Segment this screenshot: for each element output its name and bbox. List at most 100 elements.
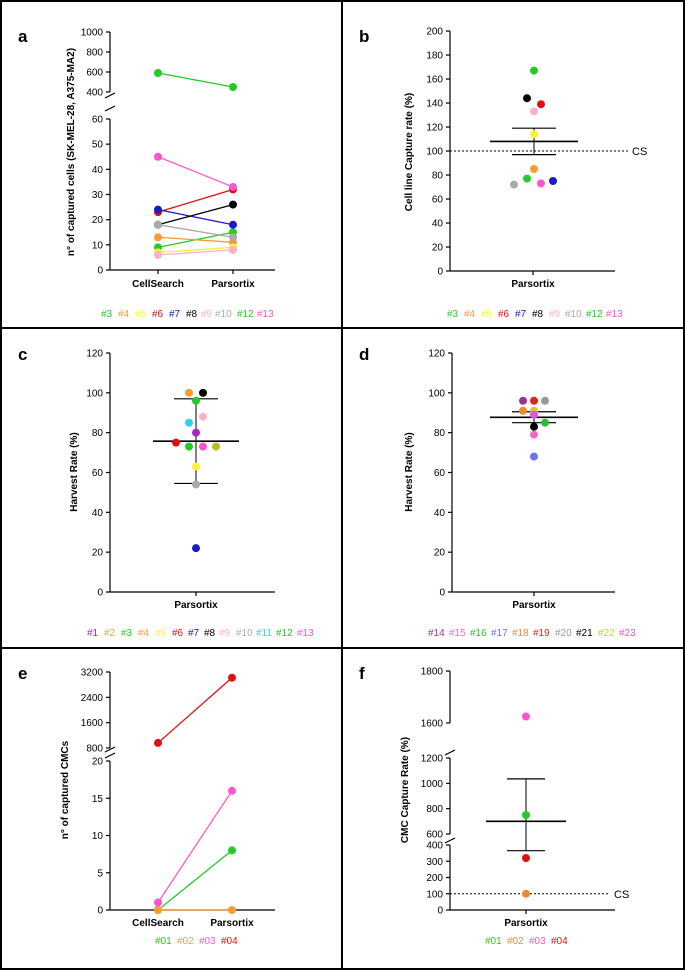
data-point xyxy=(229,220,237,229)
y-tick-label: 0 xyxy=(97,266,103,277)
panel-f-frame xyxy=(341,647,685,970)
legend-entry: #13 xyxy=(606,309,623,320)
y-axis-label: n° of captured cells (SK-MEL-28, A375-MA… xyxy=(66,48,77,256)
y-tick-label: 200 xyxy=(426,873,443,884)
data-point xyxy=(519,406,527,415)
data-point xyxy=(154,906,162,914)
reference-label: CS xyxy=(632,146,647,158)
panel-c-frame xyxy=(0,327,343,649)
y-tick-label: 20 xyxy=(92,757,104,768)
data-point xyxy=(537,100,545,109)
data-point xyxy=(229,245,237,254)
panel-label-b: b xyxy=(359,27,369,46)
legend-entry: #16 xyxy=(470,628,487,639)
y-tick-label: 40 xyxy=(92,165,104,176)
data-point xyxy=(192,428,200,437)
y-tick-label: 800 xyxy=(86,744,103,755)
panel-label-a: a xyxy=(18,27,28,46)
y-tick-label: 0 xyxy=(439,588,445,599)
y-tick-label: 20 xyxy=(92,215,104,226)
y-tick-label: 400 xyxy=(426,841,443,852)
axis-break-mark xyxy=(104,105,116,112)
y-tick-label: 0 xyxy=(97,588,103,599)
legend-entry: #5 xyxy=(135,309,147,320)
data-point xyxy=(228,906,236,914)
y-axis-label: Harvest Rate (%) xyxy=(69,432,80,511)
data-point xyxy=(229,182,237,191)
legend-entry: #04 xyxy=(551,936,568,947)
x-axis-label: Parsortix xyxy=(511,279,555,290)
y-axis-label: Harvest Rate (%) xyxy=(404,432,415,511)
data-point xyxy=(541,418,549,427)
panel-label-e: e xyxy=(18,664,27,683)
panel-label-f: f xyxy=(359,664,365,683)
series-line xyxy=(157,790,233,903)
data-point xyxy=(154,205,162,214)
legend-entry: #10 xyxy=(215,309,232,320)
data-point xyxy=(530,66,538,75)
y-tick-label: 1000 xyxy=(81,28,104,39)
legend-entry: #9 xyxy=(201,309,213,320)
legend-entry: #4 xyxy=(138,628,150,639)
legend-entry: #18 xyxy=(512,628,529,639)
y-tick-label: 20 xyxy=(434,548,446,559)
legend-entry: #03 xyxy=(529,936,546,947)
series-line xyxy=(157,203,234,226)
data-point xyxy=(228,786,236,795)
legend-entry: #15 xyxy=(449,628,466,639)
x-tick-label: Parsortix xyxy=(211,279,255,290)
y-tick-label: 60 xyxy=(434,468,446,479)
y-tick-label: 40 xyxy=(432,219,444,230)
legend-entry: #12 xyxy=(276,628,293,639)
series-line xyxy=(157,208,234,226)
data-point xyxy=(199,442,207,451)
legend-entry: #8 xyxy=(186,309,198,320)
axis-break-mark xyxy=(104,746,116,753)
legend-entry: #8 xyxy=(204,628,216,639)
y-tick-label: 80 xyxy=(92,428,104,439)
y-tick-label: 600 xyxy=(426,830,443,841)
data-point xyxy=(228,673,236,682)
legend-entry: #22 xyxy=(598,628,615,639)
data-point xyxy=(530,452,538,461)
data-point xyxy=(523,174,531,183)
data-point xyxy=(229,233,237,242)
data-point xyxy=(537,179,545,188)
x-tick-label: CellSearch xyxy=(132,279,184,290)
legend-entry: #04 xyxy=(221,936,238,947)
legend-entry: #02 xyxy=(507,936,524,947)
series-line xyxy=(157,677,233,744)
series-line xyxy=(157,224,234,238)
y-tick-label: 1200 xyxy=(421,754,444,765)
data-point xyxy=(530,410,538,419)
y-tick-label: 600 xyxy=(86,68,103,79)
data-point xyxy=(185,388,193,397)
y-tick-label: 1600 xyxy=(81,718,104,729)
y-tick-label: 800 xyxy=(426,804,443,815)
y-tick-label: 5 xyxy=(97,868,103,879)
data-point xyxy=(212,442,220,451)
y-tick-label: 1600 xyxy=(421,719,444,730)
y-tick-label: 30 xyxy=(92,190,104,201)
y-tick-label: 1000 xyxy=(421,779,444,790)
y-tick-label: 60 xyxy=(92,115,104,126)
legend-entry: #3 xyxy=(101,309,113,320)
y-tick-label: 120 xyxy=(426,123,443,134)
legend-entry: #03 xyxy=(199,936,216,947)
data-point xyxy=(519,396,527,405)
data-point xyxy=(530,430,538,439)
y-tick-label: 1800 xyxy=(421,667,444,678)
data-point xyxy=(185,442,193,451)
y-tick-label: 0 xyxy=(437,906,443,917)
axis-break-mark xyxy=(444,749,456,756)
x-tick-label: CellSearch xyxy=(132,918,184,929)
legend-entry: #13 xyxy=(297,628,314,639)
legend-entry: #6 xyxy=(152,309,164,320)
y-tick-label: 10 xyxy=(92,240,104,251)
legend-entry: #7 xyxy=(515,309,527,320)
data-point xyxy=(530,130,538,139)
y-axis-label: CMC Capture Rate (%) xyxy=(400,737,411,843)
legend-entry: #6 xyxy=(498,309,510,320)
legend-entry: #9 xyxy=(549,309,561,320)
y-tick-label: 50 xyxy=(92,140,104,151)
